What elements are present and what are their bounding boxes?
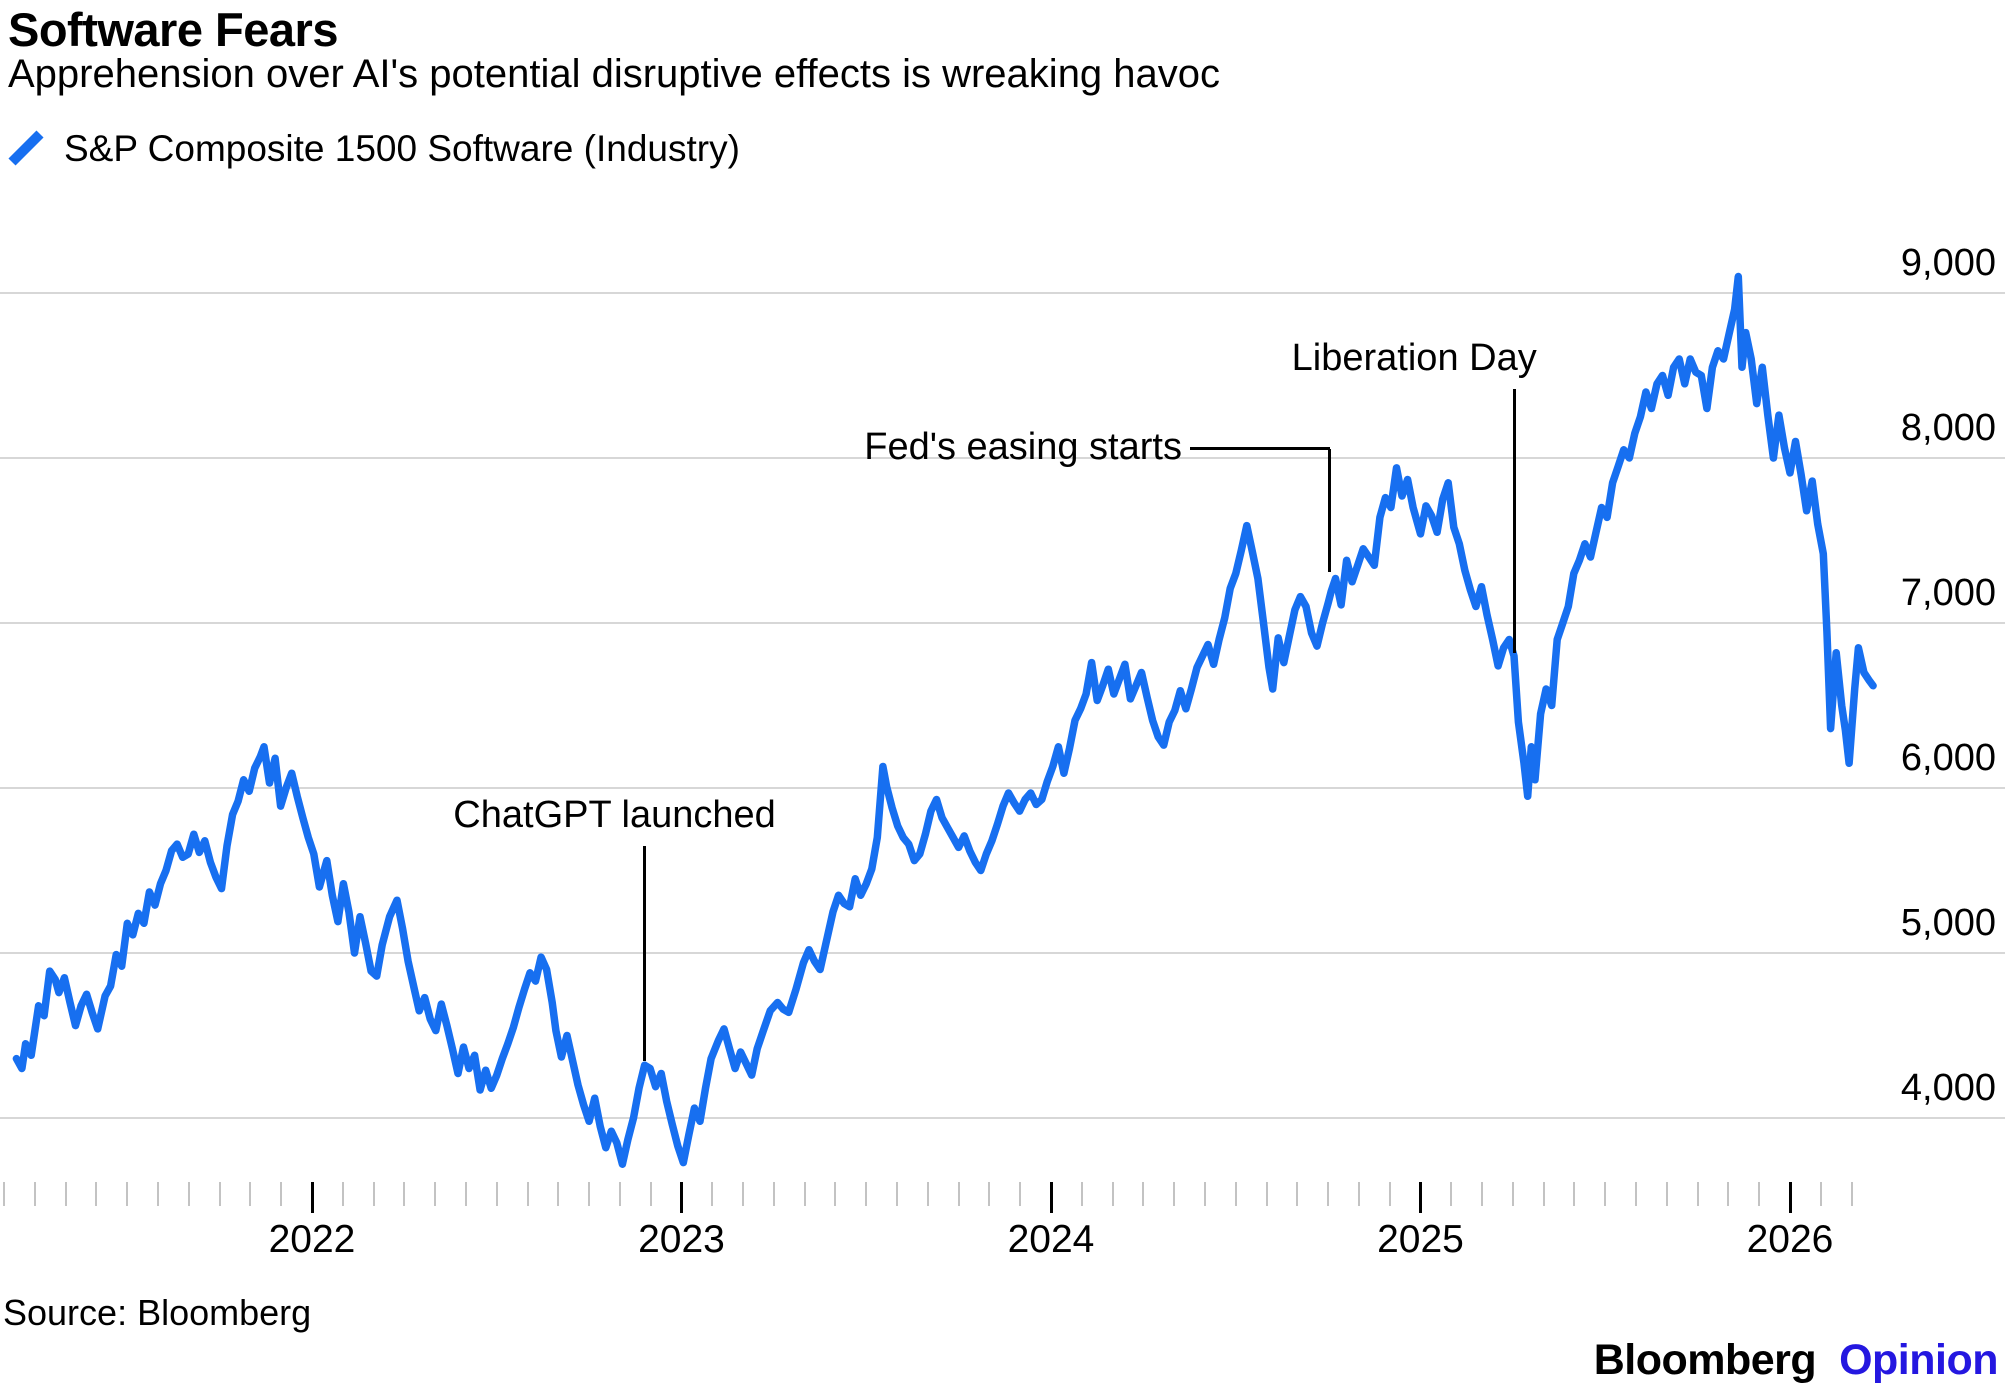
- annotation-line: [1328, 448, 1332, 572]
- x-tick-minor: [434, 1182, 437, 1206]
- y-axis-label: 6,000: [1900, 737, 1996, 779]
- page-subtitle: Apprehension over AI's potential disrupt…: [8, 52, 1221, 96]
- x-tick-major: [1049, 1182, 1053, 1213]
- x-tick-minor: [1080, 1182, 1083, 1206]
- annotation-line: [1513, 388, 1517, 653]
- y-axis-label: 4,000: [1900, 1067, 1996, 1109]
- x-tick-minor: [742, 1182, 745, 1206]
- x-tick-major: [310, 1182, 314, 1213]
- x-tick-minor: [618, 1182, 621, 1206]
- x-tick-minor: [1173, 1182, 1176, 1206]
- x-tick-minor: [95, 1182, 98, 1206]
- x-tick-minor: [711, 1182, 714, 1206]
- x-tick-minor: [1758, 1182, 1761, 1206]
- annotation-label: Fed's easing starts: [864, 425, 1182, 468]
- gridline: [0, 457, 2005, 459]
- x-tick-minor: [1511, 1182, 1514, 1206]
- x-tick-minor: [957, 1182, 960, 1206]
- x-tick-minor: [249, 1182, 252, 1206]
- x-tick-minor: [1542, 1182, 1545, 1206]
- x-tick-major: [1788, 1182, 1792, 1213]
- x-tick-minor: [896, 1182, 899, 1206]
- x-axis-label: 2025: [1377, 1218, 1464, 1261]
- legend-line-icon: [6, 129, 46, 169]
- x-tick-minor: [495, 1182, 498, 1206]
- x-tick-minor: [403, 1182, 406, 1206]
- legend: S&P Composite 1500 Software (Industry): [6, 128, 740, 170]
- x-tick-minor: [1573, 1182, 1576, 1206]
- x-tick-minor: [1819, 1182, 1822, 1206]
- x-axis-label: 2023: [638, 1218, 725, 1261]
- x-tick-minor: [372, 1182, 375, 1206]
- x-tick-minor: [772, 1182, 775, 1206]
- x-tick-minor: [1234, 1182, 1237, 1206]
- x-tick-minor: [126, 1182, 129, 1206]
- x-tick-minor: [1357, 1182, 1360, 1206]
- x-tick-minor: [464, 1182, 467, 1206]
- x-tick-minor: [3, 1182, 6, 1206]
- x-tick-major: [680, 1182, 683, 1213]
- annotation-connector: [1189, 447, 1330, 451]
- x-tick-minor: [1450, 1182, 1453, 1206]
- x-tick-minor: [1635, 1182, 1638, 1206]
- x-tick-major: [1419, 1182, 1422, 1213]
- x-tick-minor: [157, 1182, 160, 1206]
- x-tick-minor: [1265, 1182, 1268, 1206]
- gridline: [0, 952, 2005, 954]
- bloomberg-opinion-logo: Bloomberg Opinion: [1593, 1336, 1999, 1385]
- annotation-label: ChatGPT launched: [453, 793, 776, 836]
- x-tick-minor: [1296, 1182, 1299, 1206]
- x-tick-minor: [64, 1182, 67, 1206]
- brand-bloomberg: Bloomberg: [1593, 1336, 1817, 1384]
- y-axis-label: 8,000: [1900, 407, 1996, 449]
- x-tick-minor: [649, 1182, 652, 1206]
- y-axis-label: 9,000: [1900, 242, 1996, 284]
- annotation-line: [643, 845, 647, 1062]
- x-tick-minor: [33, 1182, 36, 1206]
- x-tick-minor: [988, 1182, 991, 1206]
- x-tick-minor: [187, 1182, 190, 1206]
- x-axis-label: 2024: [1007, 1218, 1095, 1261]
- x-tick-minor: [1203, 1182, 1206, 1206]
- y-axis-label: 5,000: [1900, 902, 1996, 944]
- x-tick-minor: [1481, 1182, 1484, 1206]
- x-tick-minor: [1327, 1182, 1330, 1206]
- x-tick-minor: [1696, 1182, 1699, 1206]
- source-note: Source: Bloomberg: [3, 1292, 312, 1333]
- gridline: [0, 292, 2005, 294]
- x-tick-minor: [803, 1182, 806, 1206]
- x-tick-minor: [1388, 1182, 1391, 1206]
- x-tick-minor: [218, 1182, 221, 1206]
- annotation-label: Liberation Day: [1291, 336, 1537, 379]
- legend-series-label: S&P Composite 1500 Software (Industry): [64, 128, 740, 169]
- x-tick-minor: [865, 1182, 868, 1206]
- gridline: [0, 1117, 2005, 1119]
- x-tick-minor: [1850, 1182, 1853, 1206]
- x-tick-minor: [834, 1182, 837, 1206]
- x-tick-minor: [926, 1182, 929, 1206]
- x-tick-minor: [1727, 1182, 1730, 1206]
- gridline: [0, 622, 2005, 624]
- x-tick-minor: [280, 1182, 283, 1206]
- x-tick-minor: [1019, 1182, 1022, 1206]
- brand-opinion: Opinion: [1839, 1336, 1998, 1384]
- x-tick-minor: [341, 1182, 344, 1206]
- x-tick-minor: [588, 1182, 591, 1206]
- x-tick-minor: [1142, 1182, 1145, 1206]
- x-tick-minor: [1604, 1182, 1607, 1206]
- series-line: [12, 272, 1877, 1168]
- x-tick-minor: [1665, 1182, 1668, 1206]
- x-tick-minor: [526, 1182, 529, 1206]
- y-axis-label: 7,000: [1900, 572, 1996, 614]
- x-axis-label: 2022: [268, 1218, 356, 1261]
- gridline: [0, 787, 2005, 789]
- x-axis-label: 2026: [1746, 1218, 1834, 1261]
- x-tick-minor: [557, 1182, 560, 1206]
- page-title: Software Fears: [8, 3, 338, 56]
- x-tick-minor: [1111, 1182, 1114, 1206]
